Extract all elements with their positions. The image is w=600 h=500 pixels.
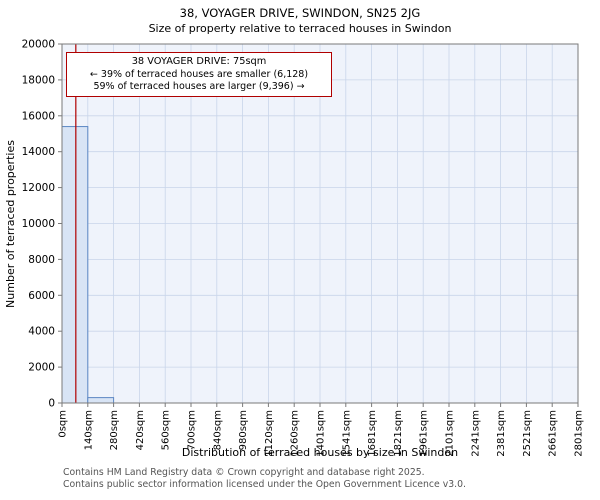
histogram-bar [61,126,89,404]
x-tick-label: 1260sqm [290,410,301,457]
y-axis-label: Number of terraced properties [4,140,17,308]
x-tick-label: 2381sqm [496,410,507,457]
y-tick-label: 16000 [22,110,55,122]
attribution-line-1: Contains HM Land Registry data © Crown c… [63,467,425,478]
x-axis-label: Distribution of terraced houses by size … [181,446,459,459]
x-tick-label: 560sqm [161,410,172,450]
chart-subtitle: Size of property relative to terraced ho… [148,22,452,35]
x-tick-label: 2241sqm [470,410,481,457]
x-tick-label: 420sqm [135,410,146,450]
annotation-box: 38 VOYAGER DRIVE: 75sqm ← 39% of terrace… [66,52,332,98]
x-tick-label: 840sqm [212,410,223,450]
x-tick-label: 1681sqm [367,410,378,457]
attribution-line-2: Contains public sector information licen… [63,478,466,490]
x-tick-label: 1961sqm [419,410,430,457]
y-tick-label: 8000 [28,254,55,266]
y-tick-label: 20000 [22,39,55,51]
histogram-plot: Number of terraced properties 0 2000 4000 6… [4,39,585,457]
x-tick-label: 980sqm [238,410,249,450]
y-tick-label: 12000 [22,182,55,194]
y-tick-label: 18000 [22,74,55,86]
histogram-bar [87,397,115,404]
x-tick-label: 700sqm [187,410,198,450]
chart-title: 38, VOYAGER DRIVE, SWINDON, SN25 2JG [179,6,421,20]
attribution-footer: Contains HM Land Registry data © Crown c… [63,467,466,490]
y-tick-label: 6000 [28,290,55,302]
y-tick-label: 10000 [22,218,55,230]
x-tick-label: 2521sqm [522,410,533,457]
y-tick-label: 4000 [28,326,55,338]
x-tick-label: 1120sqm [264,410,275,457]
annotation-smaller-line: ← 39% of terraced houses are smaller (6,… [89,68,309,80]
y-tick-label: 2000 [28,362,55,374]
annotation-larger-line: 59% of terraced houses are larger (9,396… [93,81,305,93]
x-tick-label: 2101sqm [445,410,456,457]
x-tick-label: 0sqm [58,410,69,438]
x-tick-label: 1541sqm [341,410,352,457]
x-tick-label: 2661sqm [548,410,559,457]
x-tick-label: 1821sqm [393,410,404,457]
y-tick-label: 0 [48,398,55,410]
x-tick-label: 140sqm [83,410,94,450]
x-tick-label: 280sqm [109,410,120,450]
x-tick-label: 2801sqm [574,410,585,457]
y-tick-label: 14000 [22,146,55,158]
x-tick-label: 1401sqm [316,410,327,457]
annotation-property-line: 38 VOYAGER DRIVE: 75sqm [131,56,267,67]
